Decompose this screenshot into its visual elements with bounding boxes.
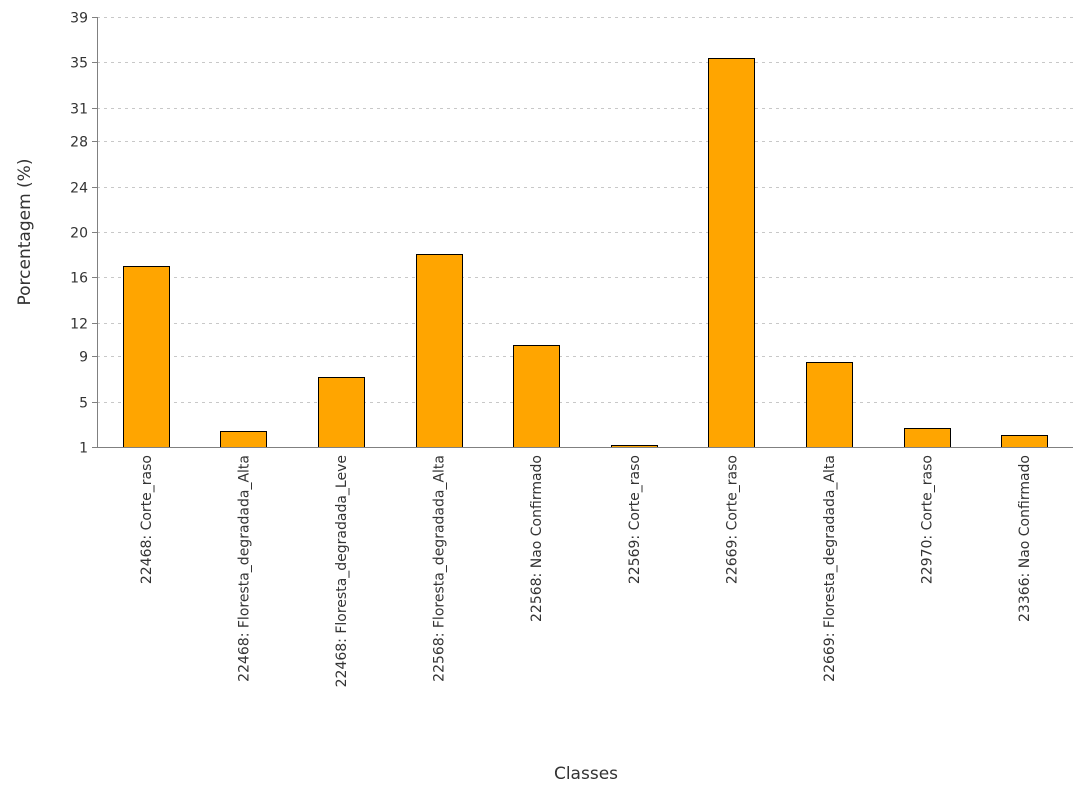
x-tick-label-1: 22468: Floresta_degradada_Alta bbox=[236, 455, 252, 682]
x-tick-labels: 22468: Corte_raso 22468: Floresta_degrada… bbox=[139, 455, 1033, 687]
bar-7 bbox=[806, 362, 853, 448]
y-tick-labels: 1 5 9 12 16 20 24 28 31 35 39 bbox=[70, 11, 88, 457]
x-tick-label-6: 22669: Corte_raso bbox=[724, 455, 740, 584]
y-tick-label-8: 31 bbox=[70, 102, 88, 118]
y-tick-label-2: 9 bbox=[79, 350, 88, 366]
bar-2 bbox=[318, 377, 365, 448]
axes bbox=[92, 17, 1073, 448]
grid-lines bbox=[97, 17, 1073, 403]
x-tick-label-9: 23366: Nao Confirmado bbox=[1017, 455, 1033, 622]
y-axis-title: Porcentagem (%) bbox=[15, 159, 35, 306]
bar-1 bbox=[220, 431, 267, 448]
x-axis-title: Classes bbox=[554, 764, 618, 784]
y-tick-label-4: 16 bbox=[70, 271, 88, 287]
y-tick-label-0: 1 bbox=[79, 441, 88, 457]
bar-3 bbox=[416, 254, 463, 448]
x-tick-label-5: 22569: Corte_raso bbox=[627, 455, 643, 584]
bar-8 bbox=[904, 428, 951, 448]
x-tick-label-7: 22669: Floresta_degradada_Alta bbox=[822, 455, 838, 682]
bar-4 bbox=[513, 345, 560, 448]
x-tick-label-4: 22568: Nao Confirmado bbox=[529, 455, 545, 622]
y-tick-label-10: 39 bbox=[70, 11, 88, 27]
x-tick-label-8: 22970: Corte_raso bbox=[920, 455, 936, 584]
y-tick-label-6: 24 bbox=[70, 181, 88, 197]
bar-9 bbox=[1001, 435, 1048, 448]
bar-0 bbox=[123, 266, 170, 448]
bars bbox=[123, 58, 1048, 448]
y-tick-label-3: 12 bbox=[70, 317, 88, 333]
x-tick-label-2: 22468: Floresta_degradada_Leve bbox=[334, 455, 350, 687]
y-tick-label-7: 28 bbox=[70, 135, 88, 151]
x-tick-label-3: 22568: Floresta_degradada_Alta bbox=[432, 455, 448, 682]
y-tick-label-5: 20 bbox=[70, 226, 88, 242]
bar-6 bbox=[708, 58, 755, 448]
y-tick-label-9: 35 bbox=[70, 56, 88, 72]
x-tick-label-0: 22468: Corte_raso bbox=[139, 455, 155, 584]
y-tick-label-1: 5 bbox=[79, 396, 88, 412]
